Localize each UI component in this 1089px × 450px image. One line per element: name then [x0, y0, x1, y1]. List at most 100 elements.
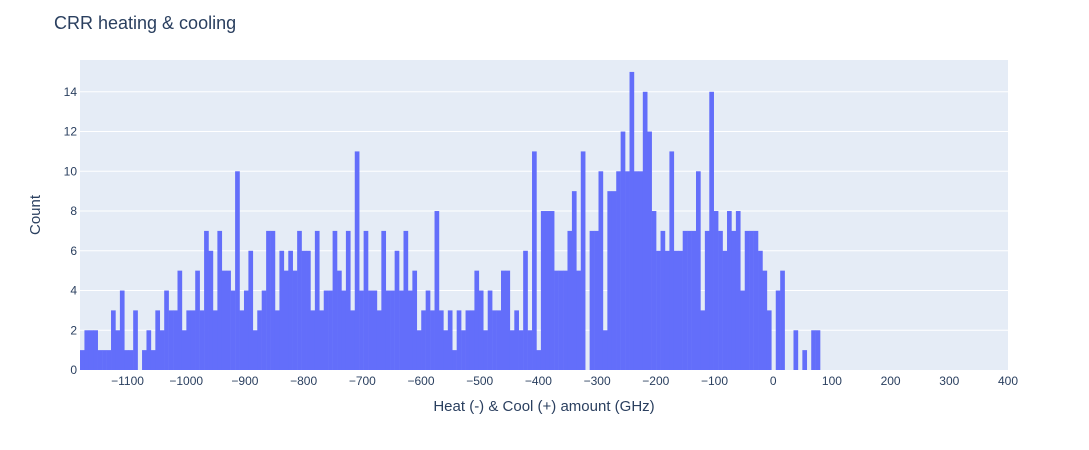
- histogram-bar: [474, 270, 480, 370]
- histogram-bar: [527, 330, 533, 370]
- y-tick-label: 6: [70, 244, 77, 258]
- histogram-bar: [722, 250, 728, 370]
- histogram-bar: [292, 270, 298, 370]
- histogram-bar: [434, 211, 440, 370]
- y-tick-label: 14: [64, 85, 78, 99]
- histogram-bar: [713, 211, 719, 370]
- histogram-bar: [363, 230, 369, 370]
- histogram-bar: [811, 330, 816, 370]
- histogram-bar: [407, 290, 413, 370]
- histogram-bar: [310, 310, 316, 370]
- histogram-bar: [412, 270, 418, 370]
- histogram-bar: [341, 290, 347, 370]
- histogram-bar: [359, 290, 364, 370]
- histogram-bar: [376, 310, 382, 370]
- histogram-bar: [337, 270, 342, 370]
- histogram-bar: [368, 290, 373, 370]
- histogram-bar: [651, 211, 657, 370]
- histogram-bar: [266, 230, 271, 370]
- histogram-bar: [128, 350, 134, 370]
- histogram-bar: [678, 250, 683, 370]
- histogram-bar: [230, 290, 236, 370]
- histogram-bar: [133, 310, 138, 370]
- histogram-bar: [695, 171, 701, 370]
- histogram-bar: [142, 350, 147, 370]
- x-tick-label: 0: [770, 374, 777, 388]
- x-tick-label: −200: [642, 374, 669, 388]
- histogram-bar: [514, 310, 519, 370]
- histogram-bar: [301, 250, 307, 370]
- histogram-bar: [452, 350, 457, 370]
- x-axis-ticks: −1100 −1000 −900 −800 −700 −600 −500 −400 −300 −2…: [111, 374, 1018, 388]
- histogram-bar: [204, 230, 209, 370]
- histogram-bar: [332, 230, 338, 370]
- histogram-bar: [496, 310, 502, 370]
- histogram-bar: [425, 290, 431, 370]
- histogram-bar: [509, 330, 515, 370]
- histogram-bar: [625, 171, 630, 370]
- histogram-bar: [345, 230, 351, 370]
- histogram-bar: [248, 250, 254, 370]
- histogram-bar: [221, 270, 227, 370]
- histogram-bar: [740, 290, 745, 370]
- histogram-bar: [656, 250, 661, 370]
- histogram-bar: [580, 151, 586, 370]
- x-tick-label: −900: [231, 374, 258, 388]
- histogram-bar: [372, 290, 378, 370]
- histogram-bar: [505, 270, 511, 370]
- y-tick-label: 0: [70, 363, 77, 377]
- histogram-bar: [456, 310, 462, 370]
- histogram-bar: [84, 330, 90, 370]
- histogram-bar: [536, 350, 542, 370]
- histogram-bar: [766, 310, 772, 370]
- histogram-bar: [124, 350, 129, 370]
- y-axis-title: Count: [27, 194, 44, 235]
- x-tick-label: −500: [466, 374, 493, 388]
- histogram-bar: [430, 310, 435, 370]
- histogram-bar: [186, 310, 192, 370]
- histogram-bar: [753, 230, 759, 370]
- histogram-bar: [270, 230, 276, 370]
- histogram-bar: [563, 270, 568, 370]
- histogram-bar: [673, 250, 679, 370]
- histogram-bar: [252, 330, 258, 370]
- histogram-bar: [173, 310, 178, 370]
- histogram-bar: [744, 230, 750, 370]
- x-axis-title: Heat (-) & Cool (+) amount (GHz): [433, 398, 654, 415]
- histogram-bar: [394, 250, 400, 370]
- histogram-bar: [492, 310, 497, 370]
- x-tick-label: −400: [525, 374, 552, 388]
- histogram-bar: [168, 310, 174, 370]
- y-tick-label: 10: [64, 164, 78, 178]
- histogram-bar: [403, 230, 409, 370]
- histogram-bar: [88, 330, 94, 370]
- histogram-bar: [687, 230, 692, 370]
- histogram-bar: [735, 211, 741, 370]
- histogram-bar: [399, 290, 404, 370]
- x-tick-label: 200: [881, 374, 901, 388]
- histogram-bar: [443, 330, 449, 370]
- y-tick-label: 8: [70, 204, 77, 218]
- y-tick-label: 12: [64, 125, 78, 139]
- histogram-bar: [80, 350, 85, 370]
- histogram-bar: [226, 270, 231, 370]
- histogram-bar: [111, 310, 116, 370]
- histogram-bar: [727, 211, 732, 370]
- histogram-bar: [328, 290, 333, 370]
- histogram-bar: [815, 330, 821, 370]
- histogram-bar: [257, 310, 262, 370]
- histogram-bar: [638, 171, 644, 370]
- histogram-bar: [802, 350, 808, 370]
- histogram-bar: [323, 290, 329, 370]
- x-tick-label: −300: [584, 374, 611, 388]
- histogram-bar: [540, 211, 546, 370]
- histogram-bar: [319, 310, 324, 370]
- histogram-bar: [288, 250, 293, 370]
- histogram-bar: [274, 310, 280, 370]
- histogram-bar: [775, 290, 781, 370]
- histogram-bar: [469, 310, 475, 370]
- histogram-bar: [629, 71, 635, 370]
- histogram-bar: [297, 230, 302, 370]
- histogram-bar: [350, 310, 356, 370]
